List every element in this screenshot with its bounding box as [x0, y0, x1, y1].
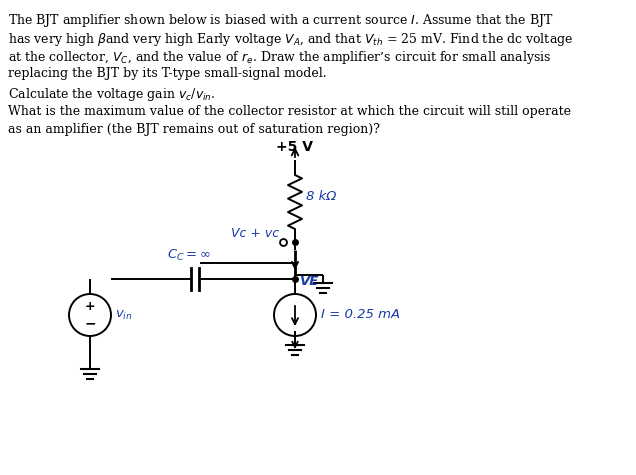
Text: 8 kΩ: 8 kΩ — [306, 190, 336, 203]
Text: What is the maximum value of the collector resistor at which the circuit will st: What is the maximum value of the collect… — [8, 104, 571, 117]
Text: replacing the BJT by its T-type small-signal model.: replacing the BJT by its T-type small-si… — [8, 67, 327, 80]
Text: $v_{in}$: $v_{in}$ — [115, 308, 133, 322]
Text: at the collector, $V_C$, and the value of $r_e$. Draw the amplifier’s circuit fo: at the collector, $V_C$, and the value o… — [8, 49, 551, 66]
Text: VE: VE — [300, 275, 319, 288]
Text: +5 V: +5 V — [277, 140, 314, 154]
Text: +: + — [85, 301, 95, 314]
Text: The BJT amplifier shown below is biased with a current source $I$. Assume that t: The BJT amplifier shown below is biased … — [8, 12, 553, 29]
Text: Calculate the voltage gain $v_c$/$v_{in}$.: Calculate the voltage gain $v_c$/$v_{in}… — [8, 86, 216, 103]
Text: $C_C = \infty$: $C_C = \infty$ — [167, 248, 211, 263]
Text: as an amplifier (the BJT remains out of saturation region)?: as an amplifier (the BJT remains out of … — [8, 123, 380, 136]
Text: Vc + vc: Vc + vc — [231, 227, 279, 240]
Text: I = 0.25 mA: I = 0.25 mA — [321, 308, 400, 322]
Text: −: − — [84, 316, 96, 330]
Text: has very high $\beta$and very high Early voltage $V_A$, and that $V_{th}$ = 25 m: has very high $\beta$and very high Early… — [8, 30, 573, 48]
